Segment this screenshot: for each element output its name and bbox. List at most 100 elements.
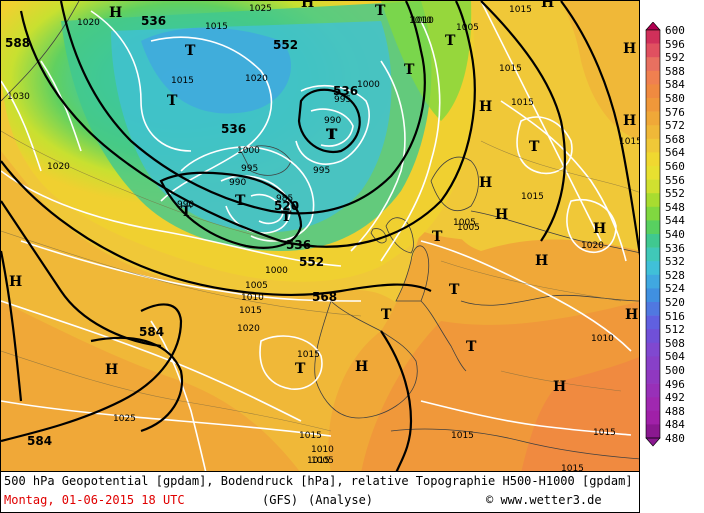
legend-value: 580 xyxy=(665,92,685,105)
pressure-center: T xyxy=(445,33,456,49)
pressure-label: 1015 xyxy=(205,22,228,32)
pressure-label: 1015 xyxy=(593,428,616,438)
pressure-label: 1000 xyxy=(357,80,380,90)
pressure-label: 1015 xyxy=(299,431,322,441)
pressure-label: 1010 xyxy=(311,445,334,455)
greenland-coast xyxy=(1,1,80,102)
geopotential-labels: 536 588 552 536 536 520 536 552 568 584 … xyxy=(5,14,358,448)
legend-swatch xyxy=(646,383,660,398)
pressure-label: 1025 xyxy=(113,414,136,424)
legend-value: 492 xyxy=(665,391,685,405)
color-legend: 600 596 592 588 584 580 576 572 568 564 560 556 552 5… xyxy=(643,22,704,462)
pressure-center: T xyxy=(381,307,392,323)
contour-552 xyxy=(59,1,426,215)
isobar xyxy=(20,240,362,302)
pressure-center: H xyxy=(625,307,638,323)
africa-coast xyxy=(390,428,639,460)
legend-swatch xyxy=(646,98,660,112)
legend-value: 524 xyxy=(665,282,685,296)
legend-value: 576 xyxy=(665,105,685,119)
legend-swatch xyxy=(646,220,660,235)
pressure-label: 990 xyxy=(324,116,341,126)
isobar xyxy=(420,240,632,352)
pressure-center: H xyxy=(623,113,636,129)
legend-swatch xyxy=(646,193,660,208)
pressure-label: 985 xyxy=(276,194,293,204)
legend-value: 488 xyxy=(665,404,685,418)
pressure-center: T xyxy=(181,204,192,220)
pressure-center: T xyxy=(185,43,196,59)
footer-date: Montag, 01-06-2015 18 UTC xyxy=(4,493,185,507)
legend-swatch xyxy=(646,138,660,153)
weather-map-canvas: 536 588 552 536 536 520 536 552 568 584 … xyxy=(1,1,639,472)
contour-584-east xyxy=(560,1,639,256)
geopotential-label: 536 xyxy=(286,238,311,252)
legend-swatch xyxy=(646,166,660,180)
italy-coast xyxy=(420,300,467,372)
pressure-labels: 1020 1015 1025 1010 1005 1015 1015 1030 … xyxy=(7,4,639,472)
pressure-label: 1015 xyxy=(297,350,320,360)
thickness-line xyxy=(440,260,622,302)
legend-value: 516 xyxy=(665,309,685,323)
geopotential-label: 552 xyxy=(299,255,324,269)
geopotential-label: 584 xyxy=(27,434,52,448)
pressure-center: T xyxy=(449,282,460,298)
legend-swatch xyxy=(646,234,660,248)
pressure-label: 1020 xyxy=(77,18,100,28)
isobar xyxy=(566,199,617,253)
legend-value: 508 xyxy=(665,336,685,350)
legend-swatch xyxy=(646,111,660,126)
pressure-center: H xyxy=(109,5,122,21)
legend-swatch xyxy=(646,152,660,167)
isobar xyxy=(350,60,406,252)
geopotential-label: 552 xyxy=(273,38,298,52)
legend-swatch xyxy=(646,288,660,303)
pressure-center: T xyxy=(404,62,415,78)
legend-value: 528 xyxy=(665,268,685,282)
legend-swatch xyxy=(646,261,660,276)
isobar xyxy=(150,36,273,202)
pressure-label: 1015 xyxy=(561,464,584,472)
pressure-label: 1020 xyxy=(237,324,260,334)
pressure-label: 990 xyxy=(177,200,194,210)
geopotential-label: 584 xyxy=(139,325,164,339)
geopotential-label: 536 xyxy=(333,84,358,98)
legend-swatch xyxy=(646,302,660,316)
isobar xyxy=(90,10,192,152)
pressure-center: H xyxy=(593,221,606,237)
pressure-label: 995 xyxy=(241,164,258,174)
geopotential-contours xyxy=(1,1,639,471)
legend-value: 540 xyxy=(665,228,685,241)
geopotential-label: 588 xyxy=(5,36,30,50)
legend-value: 500 xyxy=(665,364,685,377)
pressure-center: H xyxy=(301,1,314,11)
legend-arrow-top xyxy=(645,22,661,31)
geopotential-label: 568 xyxy=(312,290,337,304)
contour-584 xyxy=(1,303,183,443)
legend-swatch xyxy=(646,179,660,194)
legend-value: 512 xyxy=(665,323,685,337)
thickness-line xyxy=(1,350,332,432)
pressure-label: 1005 xyxy=(245,281,268,291)
footer-copyright: © www.wetter3.de xyxy=(486,493,602,507)
thickness-line xyxy=(500,370,622,392)
pressure-label: 1015 xyxy=(239,306,262,316)
isobar xyxy=(1,400,332,437)
isobar xyxy=(480,1,602,242)
legend-swatch xyxy=(646,315,660,330)
coastlines xyxy=(1,1,639,460)
pressure-label: 995 xyxy=(313,166,330,176)
thickness-line xyxy=(480,140,639,193)
pressure-label: 1030 xyxy=(7,92,30,102)
pressure-label: 1025 xyxy=(249,4,272,14)
legend-swatch xyxy=(646,206,660,221)
pressure-center: T xyxy=(326,127,337,143)
north-europe-coast xyxy=(470,210,639,253)
pressure-centers: H T T T T T T T T T H H H T H H T H T T … xyxy=(9,1,638,395)
pressure-label: 1005 xyxy=(456,23,479,33)
pressure-center: H xyxy=(495,207,508,223)
contour-568 xyxy=(1,160,432,296)
legend-swatch xyxy=(646,125,660,140)
pressure-label: 1015 xyxy=(499,64,522,74)
legend-value: 552 xyxy=(665,187,685,201)
